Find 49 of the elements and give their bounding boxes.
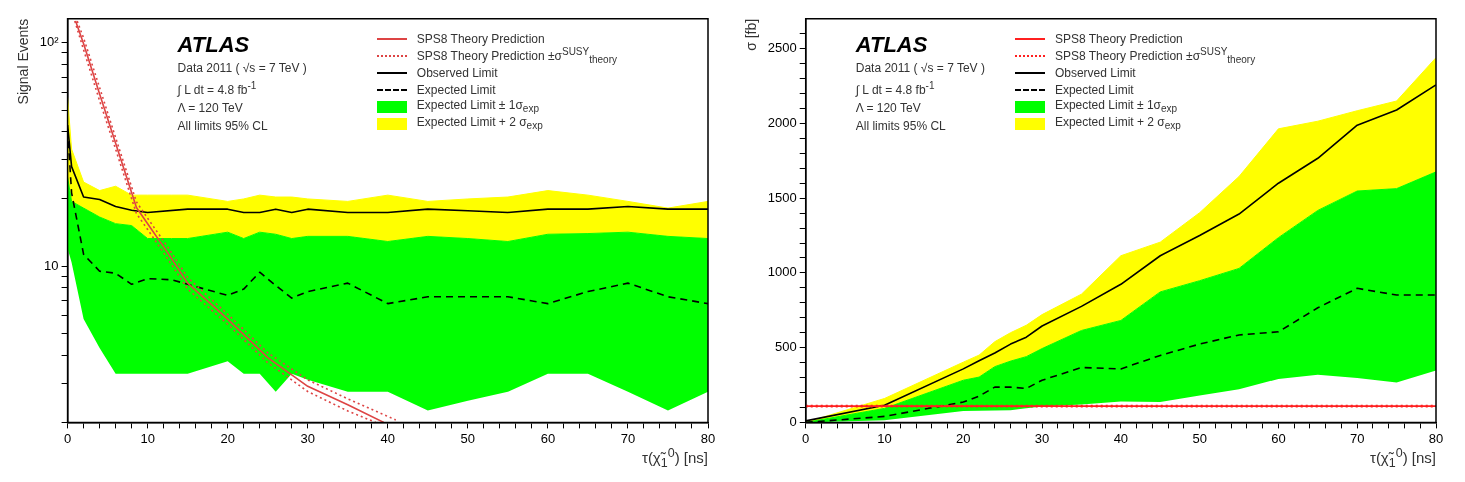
- legend-label: Expected Limit ± 1σ$_{exp}$: [1054, 98, 1178, 115]
- annotation: Data 2011 ( √s = 7 TeV ): [177, 59, 307, 77]
- annotation: Data 2011 ( √s = 7 TeV ): [855, 59, 985, 77]
- x-tick-label: 50: [460, 430, 476, 446]
- x-tick-label: 80: [1428, 430, 1444, 446]
- annotation: Λ = 120 TeV: [177, 99, 244, 117]
- legend-label: Expected Limit: [1054, 82, 1134, 99]
- x-tick-label: 60: [540, 430, 556, 446]
- y-tick-label: 10²: [39, 34, 60, 50]
- legend-label: Expected Limit + 2 σ$_{exp}$: [416, 114, 543, 134]
- x-tick-label: 80: [700, 430, 716, 446]
- legend-label: Expected Limit + 2 σ$_{exp}$: [1054, 114, 1181, 134]
- annotation: ATLAS: [177, 30, 251, 59]
- y-axis-title: Signal Events: [15, 18, 32, 105]
- y-tick-label: 2500: [767, 40, 797, 56]
- x-tick-label: 20: [956, 430, 971, 446]
- x-tick-label: 10: [140, 430, 155, 446]
- x-tick-label: 40: [1113, 430, 1129, 446]
- x-tick-label: 60: [1271, 430, 1286, 446]
- x-tick-label: 20: [220, 430, 235, 446]
- x-tick-label: 70: [620, 430, 636, 446]
- x-axis-title: τ(χ̃$_{1}$$^{0}$) [ns]: [1369, 446, 1436, 470]
- annotation: ATLAS: [855, 30, 929, 59]
- x-tick-label: 0: [802, 430, 810, 446]
- y-tick-label: 2000: [767, 115, 797, 131]
- y-tick-label: 0: [789, 413, 797, 429]
- annotation: Λ = 120 TeV: [855, 99, 922, 117]
- annotation: ∫ L dt = 4.8 fb$^{-1}$: [177, 78, 258, 99]
- x-tick-label: 30: [1034, 430, 1050, 446]
- legend-label: SPS8 Theory Prediction: [1054, 31, 1183, 48]
- y-tick-label: 1000: [767, 264, 797, 280]
- y-axis-title: σ [fb]: [743, 18, 760, 51]
- x-tick-label: 70: [1349, 430, 1365, 446]
- annotation: All limits 95% CL: [177, 117, 269, 135]
- x-tick-label: 30: [300, 430, 315, 446]
- y-tick-label: 1500: [767, 189, 797, 205]
- x-tick-label: 50: [1192, 430, 1207, 446]
- legend-label: Observed Limit: [416, 65, 498, 82]
- x-tick-label: 10: [877, 430, 892, 446]
- legend-label: Expected Limit: [416, 82, 496, 99]
- x-tick-label: 40: [380, 430, 396, 446]
- annotation: All limits 95% CL: [855, 117, 947, 135]
- annotation: ∫ L dt = 4.8 fb$^{-1}$: [855, 78, 936, 99]
- legend-label: SPS8 Theory Prediction: [416, 31, 545, 48]
- x-tick-label: 0: [63, 430, 72, 446]
- legend-label: Observed Limit: [1054, 65, 1136, 82]
- legend-label: Expected Limit ± 1σ$_{exp}$: [416, 98, 539, 115]
- y-tick-label: 500: [775, 339, 797, 355]
- x-axis-title: τ(χ̃$_{1}$$^{0}$) [ns]: [641, 446, 708, 470]
